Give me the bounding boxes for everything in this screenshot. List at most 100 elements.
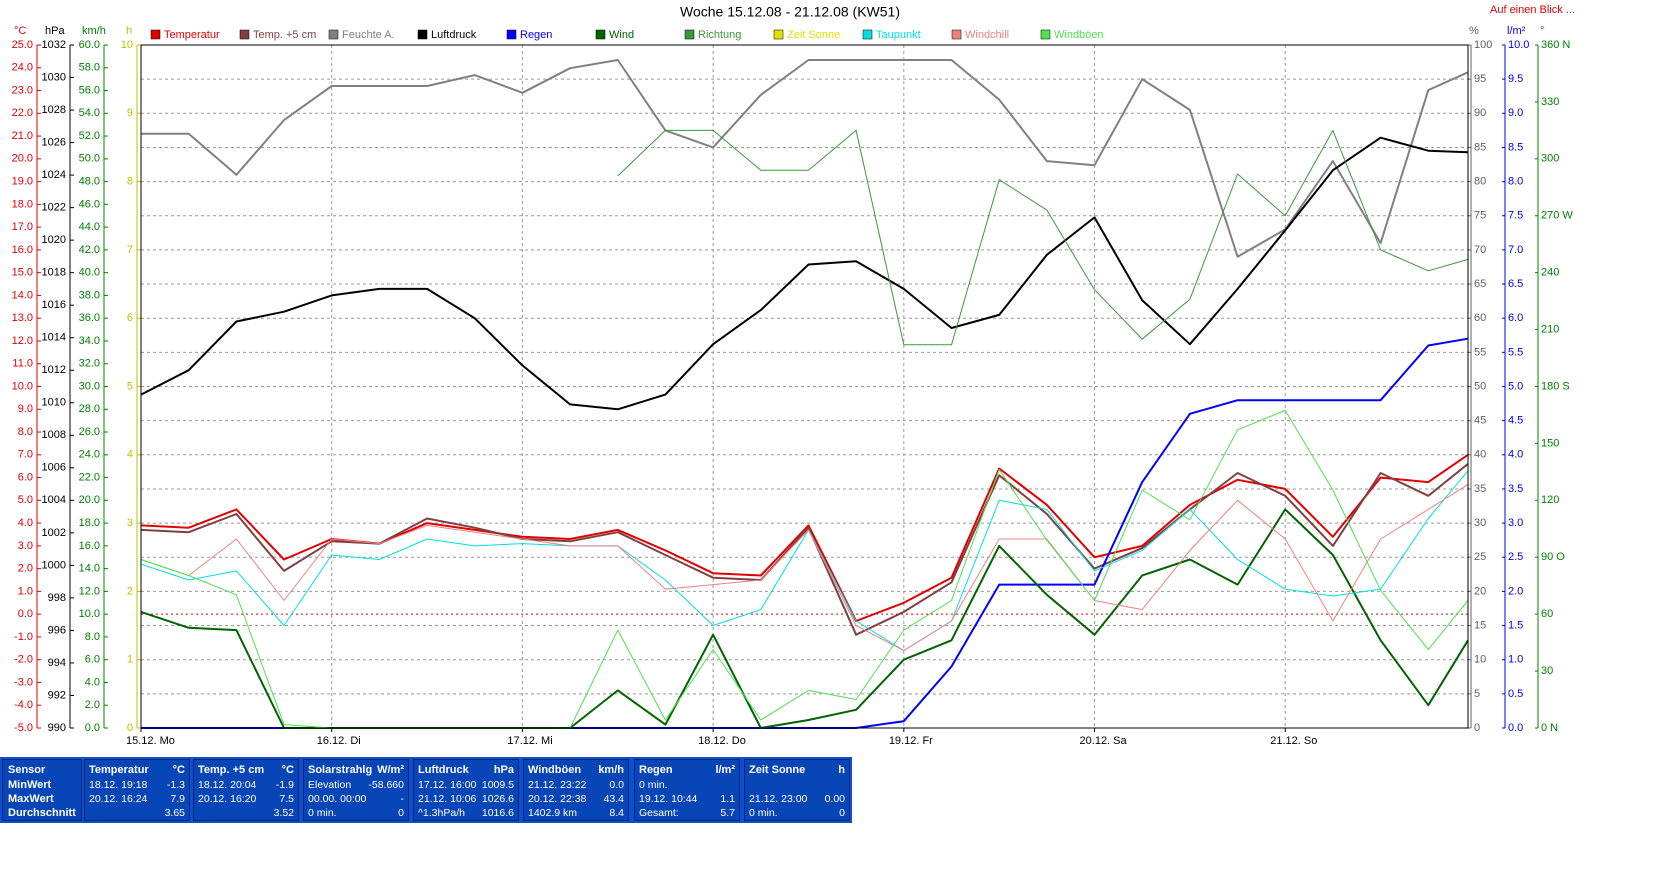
y-tick-label: 30.0 <box>79 380 100 392</box>
y-tick-label: 9.5 <box>1508 73 1523 85</box>
y-tick-label: 55 <box>1474 346 1486 358</box>
cell-value: 0.0 <box>609 779 624 791</box>
y-tick-label: 7.5 <box>1508 210 1523 222</box>
plot-frame <box>140 44 1469 729</box>
header-unit: l/m² <box>715 764 735 776</box>
y-tick-label: 85 <box>1474 141 1486 153</box>
y-tick-label: 10 <box>121 39 133 51</box>
sensor-column: Temp. +5 cm °C 18.12. 20:04 -1.9 20.12. 16:2… <box>193 759 299 821</box>
y-tick-label: 2.0 <box>1508 585 1523 597</box>
header: Temp. +5 cm <box>198 764 265 776</box>
y-tick-label: 16.0 <box>12 244 33 256</box>
y-tick-label: 2.5 <box>1508 551 1523 563</box>
y-tick-label: 60 <box>1541 608 1553 620</box>
y-tick-label: 6.0 <box>1508 312 1523 324</box>
series-line <box>141 59 1469 258</box>
y-tick-label: 1008 <box>42 429 66 441</box>
y-tick-label: 36.0 <box>79 312 100 324</box>
y-tick-label: 13.0 <box>12 312 33 324</box>
legend-label: Temperatur <box>164 29 220 41</box>
y-tick-label: 1014 <box>42 332 66 344</box>
y-tick-label: 120 <box>1541 494 1559 506</box>
y-tick-label: 7.0 <box>1508 244 1523 256</box>
y-tick-label: 1 <box>127 654 133 666</box>
y-tick-label: 992 <box>48 689 66 701</box>
legend-swatch <box>239 29 250 40</box>
y-tick-label: 210 <box>1541 323 1559 335</box>
header-unit: °C <box>172 764 185 776</box>
x-tick-label: 17.12. Mi <box>507 735 552 747</box>
y-tick-label: 25 <box>1474 551 1486 563</box>
y-tick-label: 10 <box>1474 654 1486 666</box>
y-tick-label: -3.0 <box>14 676 33 688</box>
y-tick-label: 52.0 <box>79 130 100 142</box>
axis-unit: °C <box>14 25 26 37</box>
y-tick-label: 1000 <box>42 559 66 571</box>
legend-label: Luftdruck <box>431 29 477 41</box>
sensor-column: Regen l/m² 0 min. 19.12. 10:44 1.1 Gesamt: 5.7 <box>634 759 740 821</box>
legend-swatch <box>1040 29 1051 40</box>
y-tick-label: 50 <box>1474 380 1486 392</box>
y-tick-label: 80 <box>1474 176 1486 188</box>
y-tick-label: 14.0 <box>79 563 100 575</box>
cell-text: 20.12. 22:38 <box>528 793 587 805</box>
y-tick-label: 17.0 <box>12 221 33 233</box>
y-tick-label: 270 W <box>1541 210 1573 222</box>
axis-unit: l/m² <box>1507 25 1526 37</box>
y-tick-label: 5 <box>1474 688 1480 700</box>
axis-unit: km/h <box>82 25 106 37</box>
y-tick-label: 58.0 <box>79 62 100 74</box>
legend-swatch <box>328 29 339 40</box>
y-tick-label: 1.0 <box>18 585 33 597</box>
y-tick-label: 8.0 <box>85 631 100 643</box>
y-tick-label: 6 <box>127 312 133 324</box>
cell-value: 8.4 <box>609 807 624 819</box>
y-tick-label: 100 <box>1474 39 1492 51</box>
legend-swatch <box>951 29 962 40</box>
y-tick-label: 8 <box>127 176 133 188</box>
y-tick-label: 25.0 <box>12 39 33 51</box>
cell-text: Gesamt: <box>639 807 679 819</box>
link[interactable]: Auf einen Blick ... <box>1490 4 1575 16</box>
header: Solarstrahlg <box>308 764 373 776</box>
y-tick-label: 0 N <box>1541 722 1558 734</box>
header-unit: hPa <box>493 764 514 776</box>
summary-table: Sensor MinWert MaxWert Durchschnitt Temperat… <box>0 757 852 823</box>
cell-value: - <box>400 793 405 805</box>
sensor-column: Sensor MinWert MaxWert Durchschnitt <box>2 759 82 821</box>
header-unit: h <box>838 764 845 776</box>
y-tick-label: 0 <box>127 722 133 734</box>
y-tick-label: 300 <box>1541 153 1559 165</box>
y-tick-label: 990 <box>48 722 66 734</box>
y-tick-label: 1020 <box>42 234 66 246</box>
legend-swatch <box>417 29 428 40</box>
y-tick-label: 10.0 <box>1508 39 1529 51</box>
y-tick-label: 2 <box>127 585 133 597</box>
legend-label: Richtung <box>698 29 741 41</box>
y-tick-label: 1012 <box>42 364 66 376</box>
y-tick-label: 330 <box>1541 96 1559 108</box>
y-tick-label: 996 <box>48 624 66 636</box>
y-tick-label: 1032 <box>42 39 66 51</box>
y-tick-label: 24.0 <box>79 449 100 461</box>
y-tick-label: -2.0 <box>14 654 33 666</box>
y-tick-label: 7.0 <box>18 449 33 461</box>
cell-value: 1026.6 <box>481 793 514 805</box>
y-tick-label: -4.0 <box>14 699 33 711</box>
y-tick-label: 0.5 <box>1508 688 1523 700</box>
cell-value: 3.52 <box>273 807 294 819</box>
y-tick-label: 9.0 <box>1508 107 1523 119</box>
y-tick-label: 1006 <box>42 462 66 474</box>
header-unit: km/h <box>598 764 624 776</box>
cell-value: 5.7 <box>720 807 735 819</box>
y-tick-label: 0.0 <box>1508 722 1523 734</box>
y-tick-label: 150 <box>1541 437 1559 449</box>
y-tick-label: 1016 <box>42 299 66 311</box>
y-tick-label: 15 <box>1474 619 1486 631</box>
y-tick-label: 18.0 <box>12 198 33 210</box>
y-tick-label: 54.0 <box>79 107 100 119</box>
y-tick-label: 26.0 <box>79 426 100 438</box>
y-tick-label: 5.5 <box>1508 346 1523 358</box>
sensor-column: Zeit Sonne h 21.12. 23:00 0.00 0 min. 0 <box>744 759 850 821</box>
y-tick-label: 90 O <box>1541 551 1565 563</box>
